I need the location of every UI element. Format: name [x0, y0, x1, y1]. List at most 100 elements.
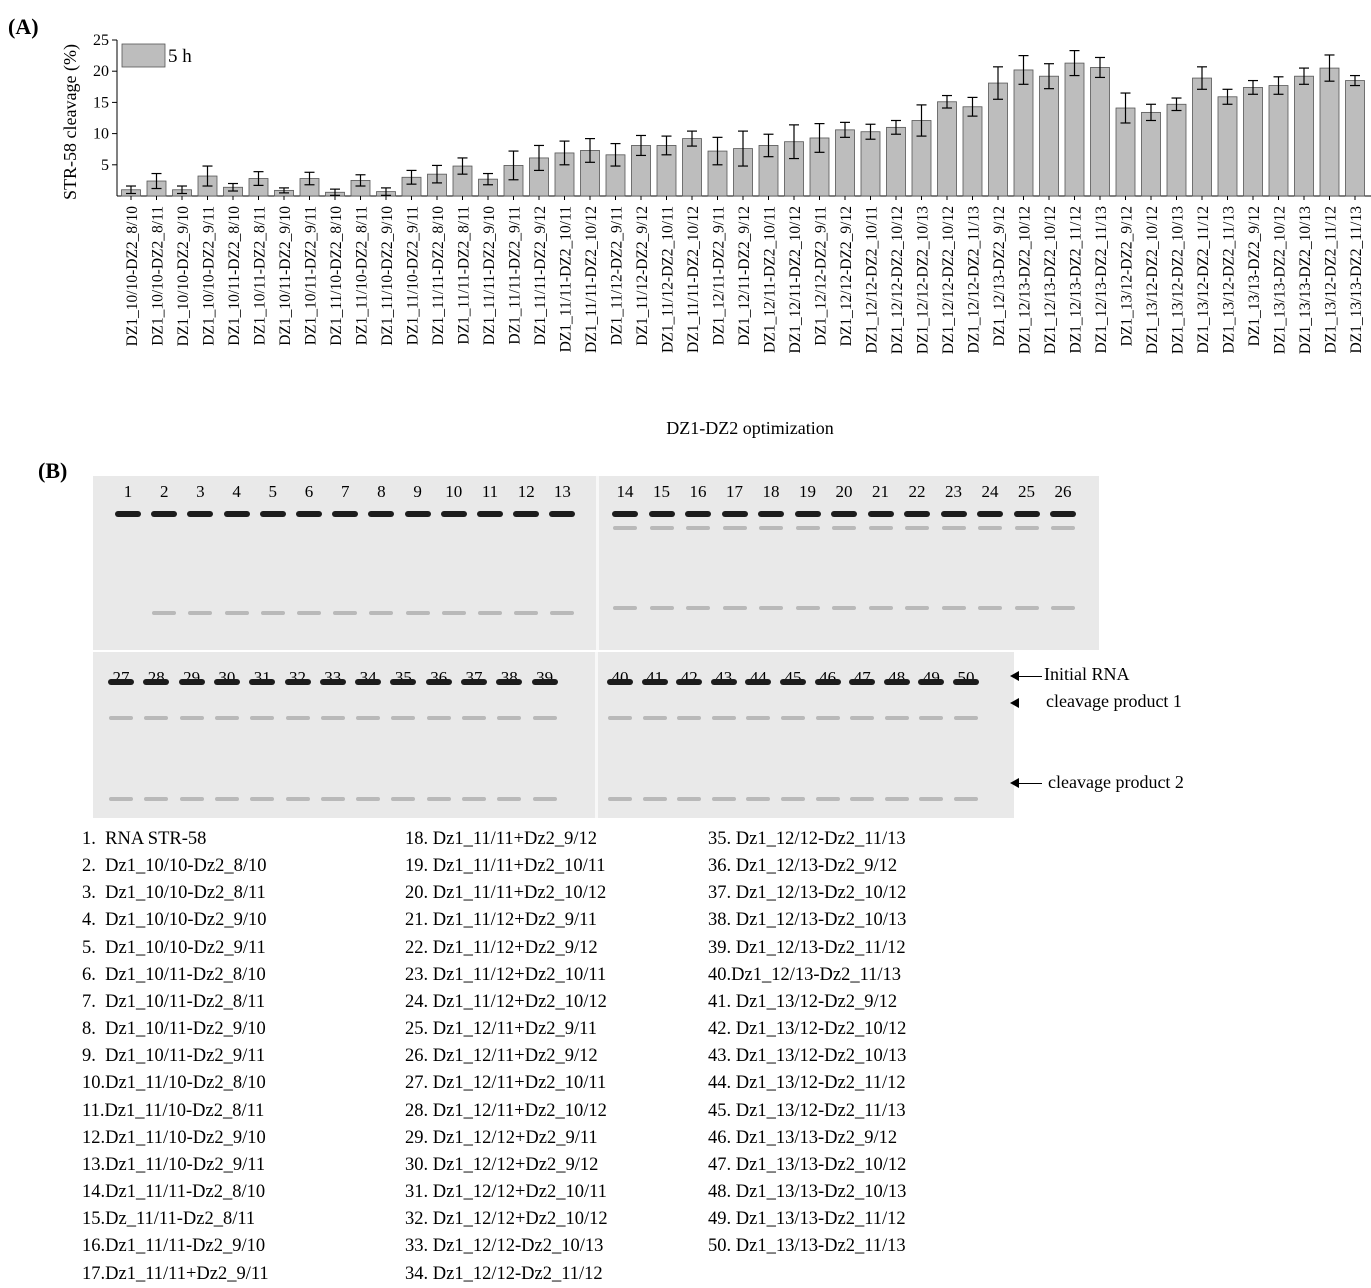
lane-legend-item: 32. Dz1_12/12+Dz2_10/12: [405, 1209, 608, 1230]
x-tick-label: DZ1_13/12-DZ2_11/13: [1221, 206, 1238, 354]
x-tick-label: DZ1_12/13-DZ2_10/12: [1042, 206, 1059, 354]
gel-band-initial-rna: [904, 511, 930, 517]
x-tick-label: DZ1_10/10-DZ2_8/10: [124, 206, 141, 347]
gel-band-cleavage-product: [285, 797, 310, 801]
product2-arrow-head: [1010, 778, 1019, 788]
gel-lane-number: 38: [500, 668, 518, 687]
x-tick-label: DZ1_12/11-DZ2_9/11: [711, 206, 728, 345]
y-tick-label: 25: [93, 32, 109, 49]
lane-legend-item: 10.Dz1_11/10-Dz2_8/10: [82, 1073, 266, 1094]
gel-band-cleavage-product: [179, 797, 204, 801]
x-tick-label: DZ1_13/12-DZ2_11/12: [1323, 206, 1340, 354]
x-tick-label: DZ1_13/12-DZ2_11/12: [1195, 206, 1212, 354]
product1-arrow-head: [1010, 698, 1019, 708]
gel-band-cleavage-product: [250, 797, 275, 801]
gel-band-cleavage-product: [1014, 526, 1039, 530]
gel-band-cleavage-product: [884, 797, 909, 801]
gel-band-initial-rna: [977, 511, 1003, 517]
gel-lane-number: 7: [340, 482, 350, 501]
x-tick-label: DZ1_11/11-DZ2_10/11: [558, 206, 575, 352]
gel-lane-number: 5: [268, 482, 278, 501]
gel-lane-number: 47: [853, 668, 871, 687]
gel-band-cleavage-product: [781, 716, 805, 720]
gel-band-initial-rna: [940, 511, 967, 517]
x-tick-label: DZ1_11/12-DZ2_9/12: [634, 206, 651, 346]
gel-lane-number: 10: [445, 482, 463, 501]
bar: [1319, 67, 1340, 197]
gel-band-cleavage-product: [1051, 606, 1075, 610]
bar: [1064, 62, 1085, 197]
lane-legend-item: 47. Dz1_13/13-Dz2_10/12: [708, 1154, 907, 1175]
bar: [1090, 67, 1110, 197]
gel-lane-number: 14: [616, 482, 634, 501]
gel-band-initial-rna: [425, 679, 452, 685]
gel-lane-number: 28: [147, 668, 165, 687]
gel-band-cleavage-product: [868, 606, 893, 610]
gel-band-initial-rna: [1013, 511, 1040, 517]
x-tick-label: DZ1_10/11-DZ2_8/10: [226, 206, 243, 346]
gel-band-cleavage-product: [759, 526, 783, 530]
lane-legend-item: 5. Dz1_10/10-Dz2_9/11: [82, 937, 266, 958]
x-tick-label: DZ1_12/11-DZ2_10/12: [787, 206, 804, 354]
gel-lane-number: 36: [430, 668, 448, 687]
gel-band-initial-rna: [549, 511, 576, 517]
gel-band-initial-rna: [953, 679, 979, 685]
gel-band-initial-rna: [531, 679, 558, 685]
gel-lane-number: 19: [799, 482, 816, 501]
lane-legend-item: 20. Dz1_11/11+Dz2_10/12: [405, 883, 607, 904]
gel-band-initial-rna: [461, 679, 487, 685]
x-tick-label: DZ1_13/13-DZ2_11/13: [1348, 206, 1365, 354]
gel-band-cleavage-product: [356, 797, 381, 801]
x-tick-label: DZ1_12/12-DZ2_10/13: [915, 206, 932, 354]
gel-band-initial-rna: [223, 511, 250, 517]
gel-band-cleavage-product: [649, 526, 674, 530]
gel-band-cleavage-product: [941, 606, 966, 610]
gel-top: 1 2 3 4 5 6 7 8 9 10 11 12 13 14 15 16 17 18 19 20 21 22 23 24 2…: [93, 476, 1099, 650]
gel-band-cleavage-product: [608, 716, 632, 720]
gel-band-cleavage-product: [722, 606, 747, 610]
lane-legend-item: 13.Dz1_11/10-Dz2_9/11: [82, 1154, 266, 1175]
gel-band-initial-rna: [648, 511, 675, 517]
bar: [1192, 77, 1212, 197]
y-tick-label: 15: [93, 94, 109, 111]
x-tick-label: DZ1_11/10-DZ2_9/11: [405, 206, 422, 345]
gel-band-cleavage-product: [781, 797, 805, 801]
gel-band-cleavage-product: [954, 797, 978, 801]
lane-legend-item: 28. Dz1_12/11+Dz2_10/12: [405, 1100, 607, 1121]
x-tick-label: DZ1_13/12-DZ2_10/12: [1144, 206, 1161, 354]
gel-band-cleavage-product: [978, 606, 1002, 610]
gel-band-cleavage-product: [462, 797, 486, 801]
bar: [1166, 103, 1187, 197]
gel-lane-number: 16: [689, 482, 707, 501]
gel-band-cleavage-product: [954, 716, 978, 720]
gel-band-cleavage-product: [919, 797, 944, 801]
gel-band-initial-rna: [249, 679, 276, 685]
gel-lane-number: 15: [653, 482, 670, 501]
x-tick-label: DZ1_12/11-DZ2_9/12: [736, 206, 753, 346]
gel-lane-number: 22: [908, 482, 926, 501]
gel-band-initial-rna: [758, 511, 784, 517]
bar: [937, 101, 957, 197]
x-tick-label: DZ1_11/10-DZ2_8/10: [328, 206, 345, 346]
x-tick-label: DZ1_10/10-DZ2_9/10: [175, 206, 192, 347]
x-tick-label: DZ1_13/13-DZ2_10/13: [1297, 206, 1314, 354]
lane-legend-item: 49. Dz1_13/13-Dz2_11/12: [708, 1209, 906, 1230]
gel-band-cleavage-product: [369, 611, 394, 615]
x-tick-label: DZ1_12/12-DZ2_10/11: [864, 206, 881, 354]
gel-lane-number: 17: [726, 482, 743, 501]
x-tick-label: DZ1_11/11-DZ2_10/12: [583, 206, 600, 353]
gel-lane-number: 4: [232, 482, 241, 501]
panel-a-label: (A): [8, 14, 39, 39]
gel-band-cleavage-product: [391, 716, 416, 720]
bar: [860, 131, 881, 197]
gel-band-cleavage-product: [426, 716, 451, 720]
gel-band-initial-rna: [814, 679, 841, 685]
gel-lane-number: 43: [715, 668, 733, 687]
gel-bottom: 27 28 29 30 31 32 33 34 35 36 37 38 39 40 41 42 43 44 45 46…: [93, 652, 1014, 818]
gel-lane-number: 12: [517, 482, 535, 501]
x-tick-label: DZ1_11/11-DZ2_9/11: [507, 206, 524, 345]
gel-lane-number: 27: [112, 668, 130, 687]
gel-band-initial-rna: [355, 679, 382, 685]
gel-band-initial-rna: [143, 679, 170, 685]
gel-band-initial-rna: [607, 679, 633, 685]
